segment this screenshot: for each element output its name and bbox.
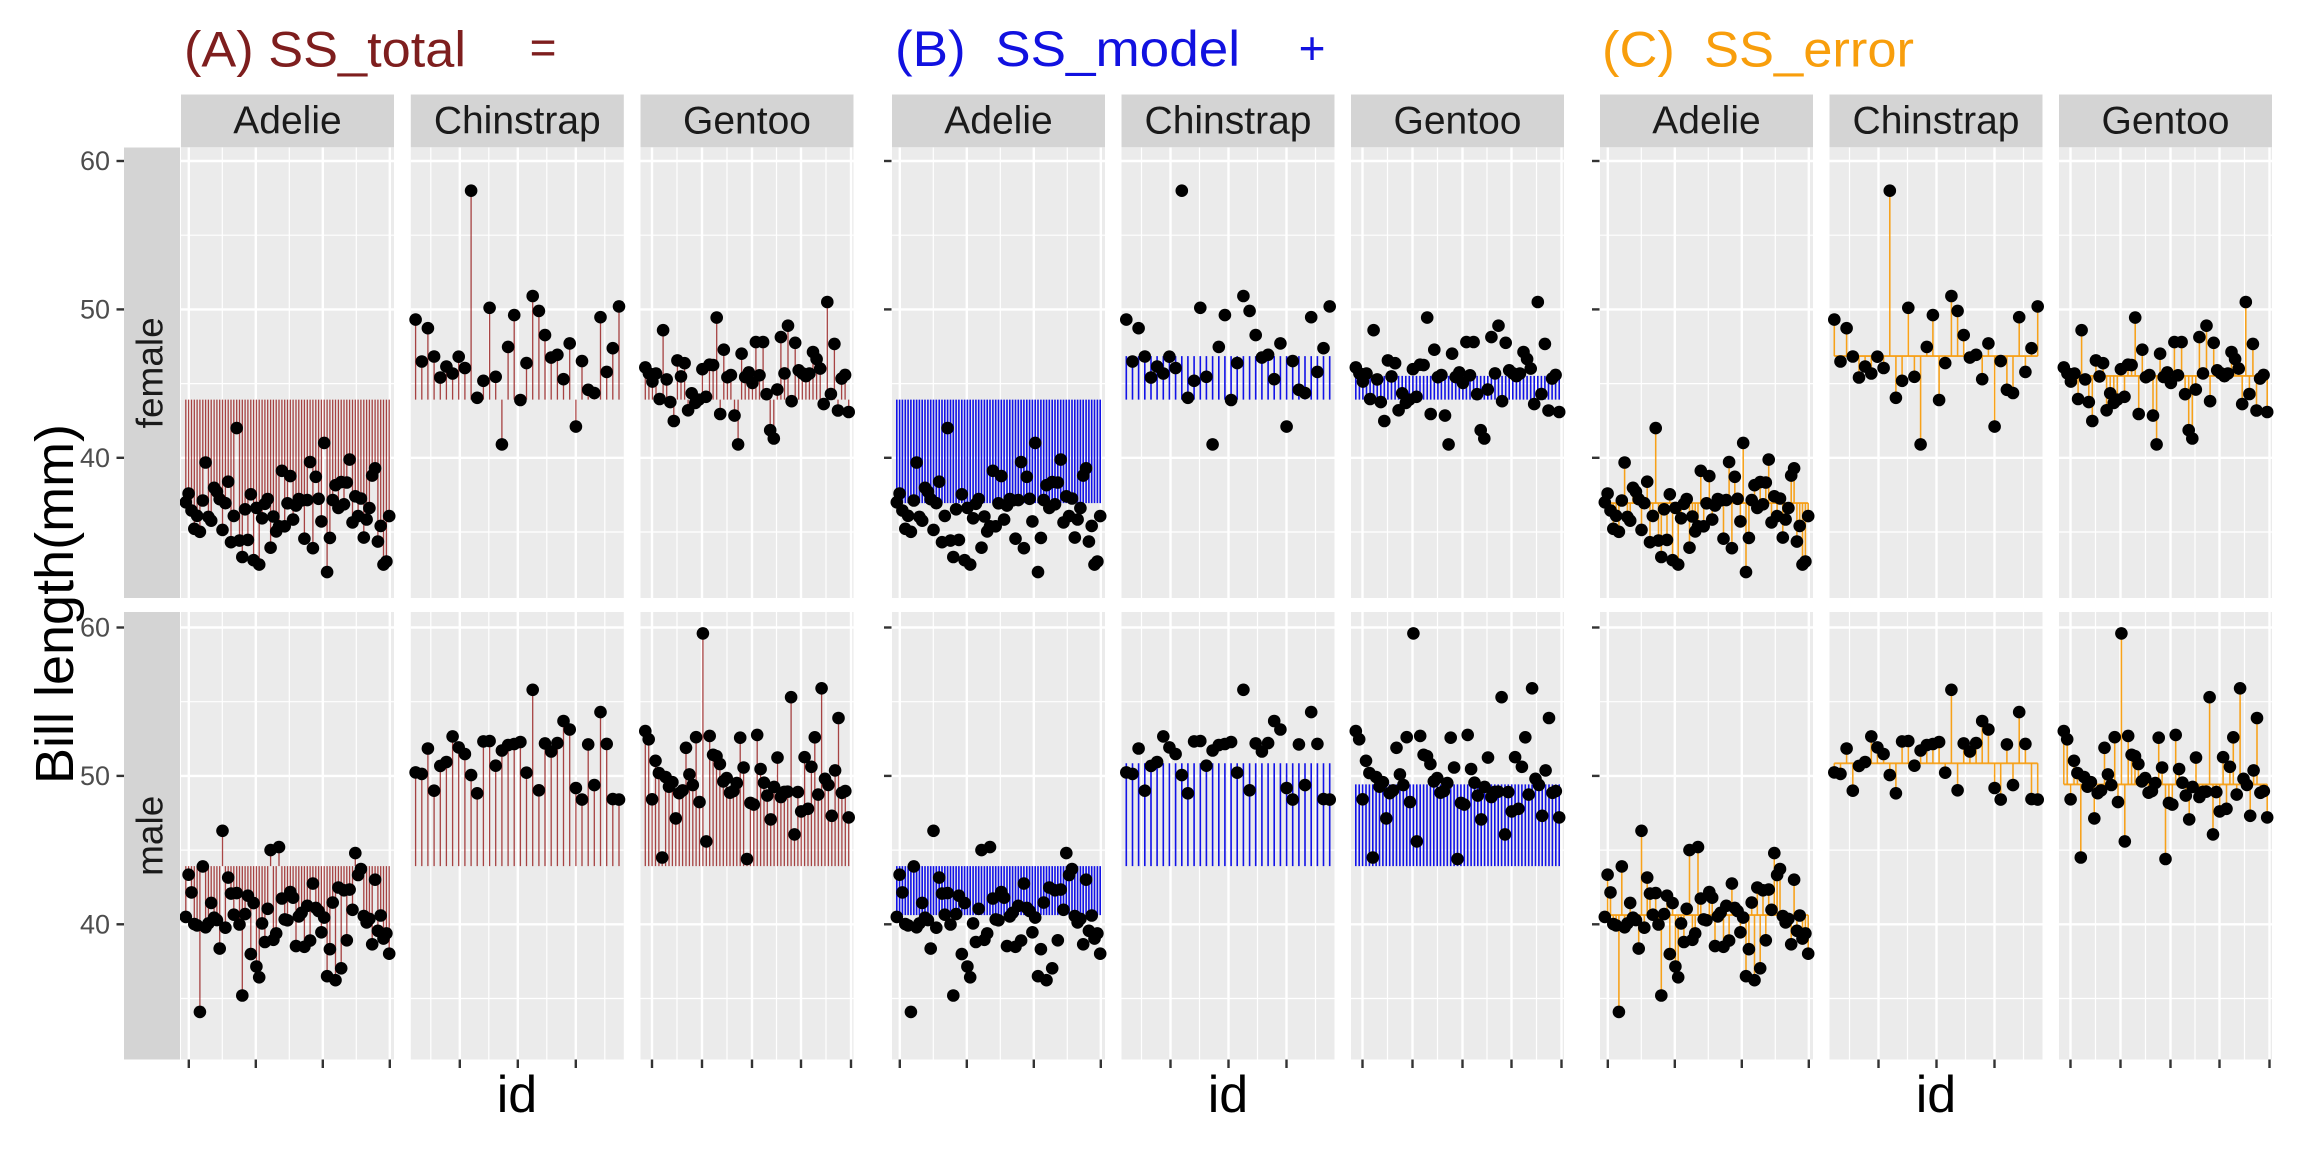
svg-text:=: = bbox=[530, 22, 557, 74]
svg-text:female: female bbox=[129, 317, 170, 428]
svg-text:Adelie: Adelie bbox=[1652, 100, 1760, 143]
svg-text:40: 40 bbox=[80, 909, 110, 939]
svg-text:Chinstrap: Chinstrap bbox=[1145, 100, 1312, 143]
svg-text:+: + bbox=[1299, 22, 1326, 74]
svg-text:id: id bbox=[497, 1066, 537, 1124]
svg-text:60: 60 bbox=[80, 146, 110, 176]
svg-text:(C) SS_error: (C) SS_error bbox=[1602, 22, 1914, 78]
svg-text:Bill length(mm): Bill length(mm) bbox=[25, 424, 85, 784]
svg-text:id: id bbox=[1208, 1066, 1248, 1124]
svg-text:male: male bbox=[129, 796, 170, 876]
svg-text:Chinstrap: Chinstrap bbox=[434, 100, 601, 143]
svg-text:(A) SS_total: (A) SS_total bbox=[184, 22, 466, 78]
svg-text:Adelie: Adelie bbox=[233, 100, 341, 143]
svg-text:40: 40 bbox=[80, 443, 110, 473]
svg-text:Gentoo: Gentoo bbox=[1394, 100, 1522, 143]
svg-text:50: 50 bbox=[80, 294, 110, 324]
svg-text:50: 50 bbox=[80, 761, 110, 791]
svg-text:Adelie: Adelie bbox=[944, 100, 1052, 143]
svg-text:(B) SS_model: (B) SS_model bbox=[895, 21, 1240, 77]
svg-text:Gentoo: Gentoo bbox=[2102, 100, 2230, 143]
svg-text:60: 60 bbox=[80, 613, 110, 643]
svg-text:id: id bbox=[1916, 1066, 1956, 1124]
svg-text:Gentoo: Gentoo bbox=[683, 100, 811, 143]
svg-text:Chinstrap: Chinstrap bbox=[1853, 100, 2020, 143]
